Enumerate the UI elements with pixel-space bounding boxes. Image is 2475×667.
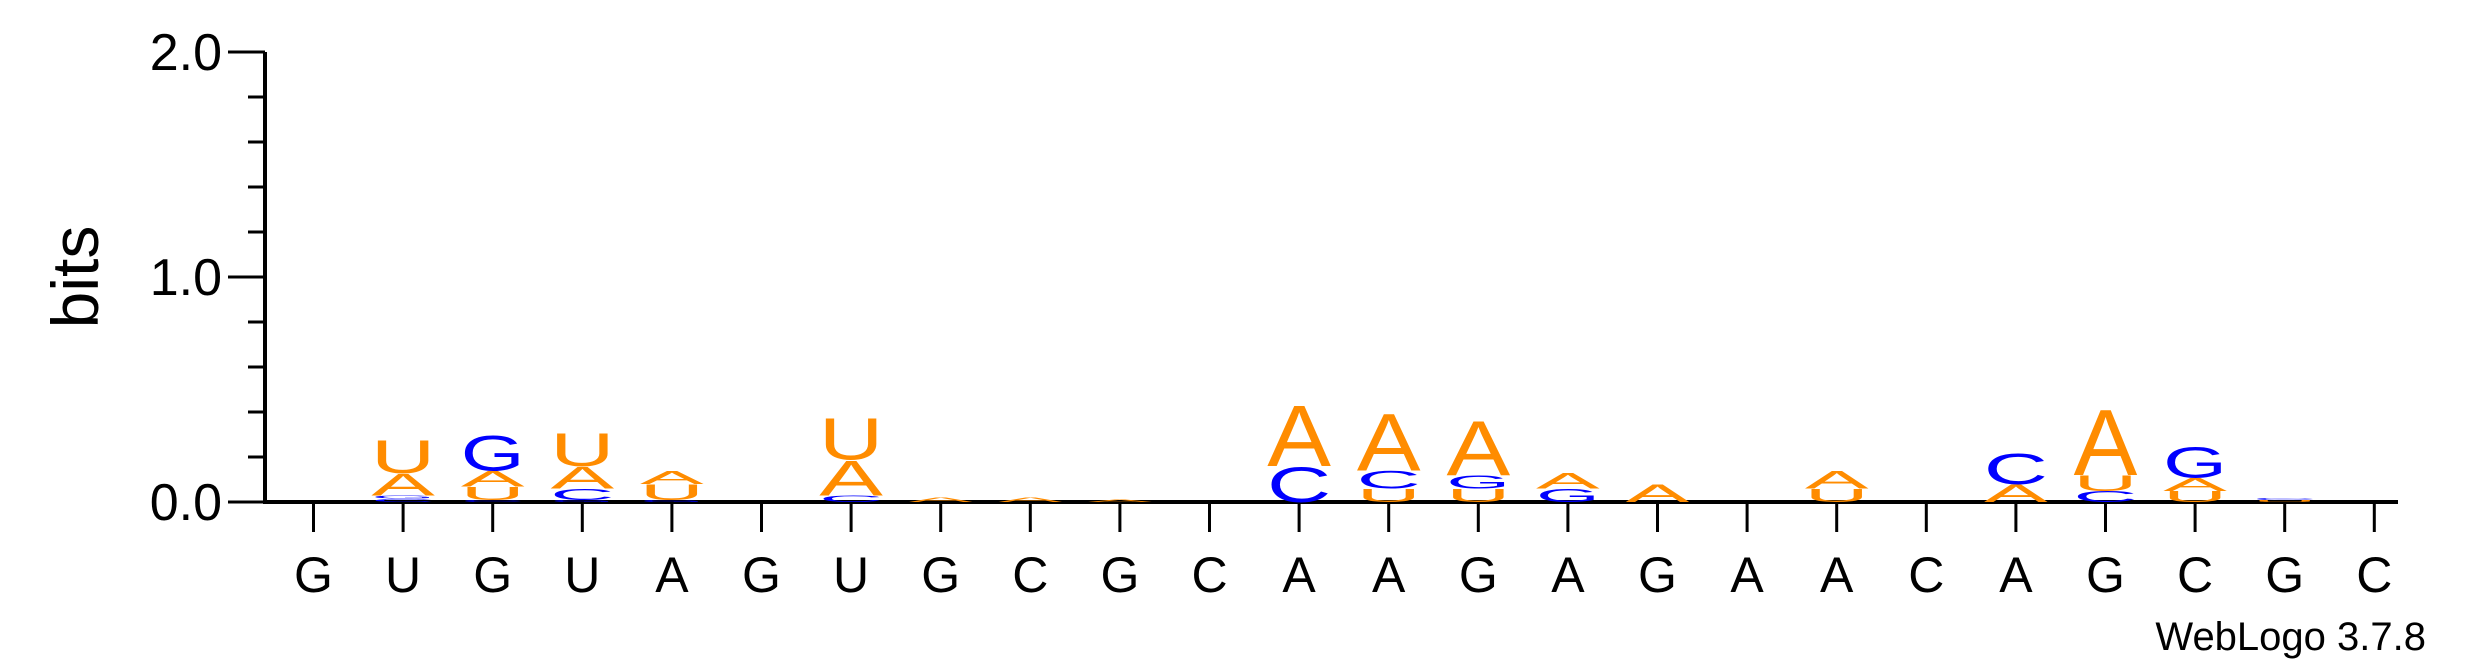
logo-letter-a: A — [1536, 469, 1601, 494]
x-tick-label: G — [2265, 547, 2304, 603]
logo-letter-a: A — [819, 451, 883, 507]
x-tick-label: G — [294, 547, 333, 603]
logo-letter-u: U — [2163, 488, 2227, 506]
x-tick-label: C — [1191, 547, 1227, 603]
logo-letter-u: U — [550, 424, 614, 476]
logo-letter-g: G — [2163, 437, 2227, 486]
logo-letter-c: C — [2253, 497, 2317, 500]
logo-letter-u: U — [1805, 485, 1869, 506]
x-tick-label: G — [473, 547, 512, 603]
x-tick-label: U — [385, 547, 421, 603]
logo-letter-a: A — [1984, 479, 2048, 507]
x-tick-label: A — [1372, 547, 1406, 603]
logo-letter-a: A — [909, 496, 973, 503]
logo-letter-u: U — [819, 407, 883, 473]
logo-letter-g: G — [1446, 471, 1510, 492]
x-tick-label: G — [1459, 547, 1498, 603]
logo-letter-c: C — [1357, 466, 1421, 494]
x-tick-label: C — [2177, 547, 2213, 603]
x-tick-label: A — [1999, 547, 2033, 603]
x-tick-label: G — [1100, 547, 1139, 603]
x-tick-label: A — [1551, 547, 1585, 603]
logo-letter-a: A — [550, 461, 615, 496]
logo-letter-u: U — [2253, 499, 2317, 502]
x-tick-label: A — [655, 547, 689, 603]
logo-letter-c: C — [461, 499, 525, 502]
logo-letter-a: A — [371, 468, 436, 503]
y-axis-label: bits — [38, 226, 112, 329]
logo-letter-u: U — [640, 480, 704, 505]
x-tick-label: A — [1730, 547, 1764, 603]
x-tick-label: C — [2356, 547, 2392, 603]
logo-letter-a: A — [2163, 474, 2227, 495]
logo-letter-u: U — [1446, 485, 1510, 506]
logo-letter-u: U — [461, 483, 525, 504]
logo-letter-c: C — [819, 494, 883, 504]
logo-letter-u: U — [1357, 485, 1421, 506]
weblogo-watermark: WebLogo 3.7.8 — [2155, 615, 2426, 659]
x-tick-label: C — [1908, 547, 1944, 603]
logo-letter-a: A — [1357, 397, 1421, 488]
logo-letter-g: G — [550, 499, 614, 502]
logo-letter-a: A — [640, 467, 704, 488]
y-tick-label: 2.0 — [150, 24, 222, 82]
logo-letter-c: C — [550, 486, 614, 504]
x-tick-label: U — [564, 547, 600, 603]
logo-letter-g: G — [1536, 485, 1600, 506]
logo-letter-a: A — [1446, 405, 1511, 492]
logo-letter-a: A — [1267, 388, 1331, 485]
logo-letter-a: A — [1626, 479, 1690, 507]
logo-letter-u: U — [371, 431, 435, 483]
logo-letter-c: C — [1984, 445, 2048, 494]
x-tick-label: A — [1820, 547, 1854, 603]
logo-letter-c: C — [371, 498, 435, 503]
logo-letter-u: U — [2073, 471, 2137, 496]
x-tick-label: A — [1282, 547, 1316, 603]
y-tick-label: 1.0 — [150, 249, 222, 307]
logo-letter-g: G — [640, 499, 704, 502]
logo-letter-a: A — [998, 496, 1062, 503]
x-tick-label: C — [1012, 547, 1048, 603]
y-minor-ticks — [248, 50, 265, 459]
logo-letter-g: G — [371, 494, 435, 499]
x-ticks — [312, 502, 2376, 532]
x-tick-label: G — [1638, 547, 1677, 603]
x-tick-label: G — [921, 547, 960, 603]
x-tick-label: U — [833, 547, 869, 603]
y-tick-label: 0.0 — [150, 474, 222, 532]
logo-letter-c: C — [2073, 488, 2137, 506]
logo-letter-c: C — [1267, 458, 1331, 513]
logo-letter-g: G — [461, 426, 525, 482]
logo-letter-a: A — [2074, 391, 2138, 496]
logo-letter-a: A — [1805, 466, 1869, 494]
logo-letter-a: A — [1088, 499, 1152, 502]
logo-letter-a: A — [461, 466, 526, 491]
x-tick-label: G — [742, 547, 781, 603]
x-tick-label: G — [2086, 547, 2125, 603]
